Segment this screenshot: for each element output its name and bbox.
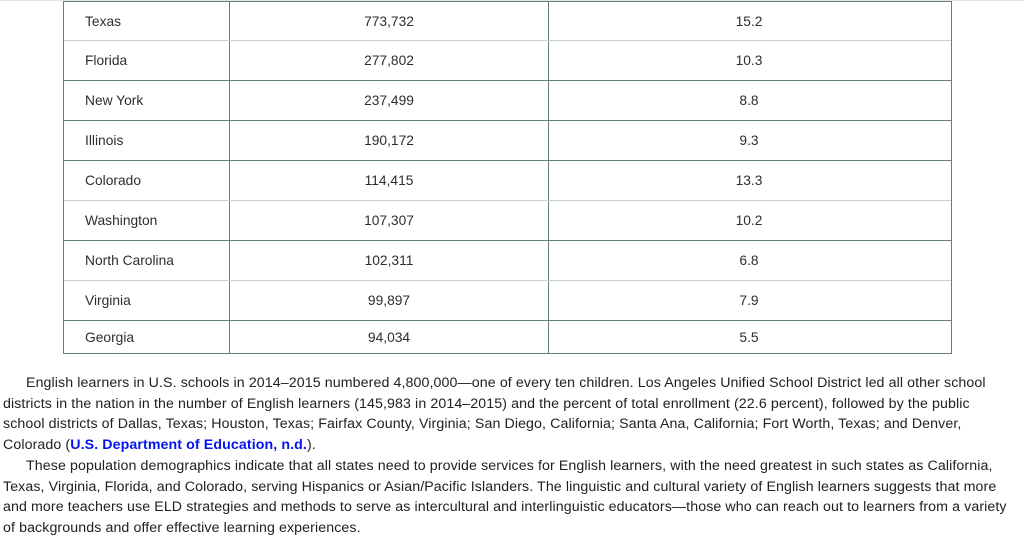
top-divider-line xyxy=(0,0,1024,1)
state-cell: Texas xyxy=(64,2,230,40)
table-row: North Carolina 102,311 6.8 xyxy=(64,241,951,281)
learner-count-cell: 190,172 xyxy=(230,121,549,160)
learner-count-cell: 99,897 xyxy=(230,281,549,320)
percent-cell: 6.8 xyxy=(739,253,759,268)
paragraph-population-demographics: These population demographics indicate t… xyxy=(3,456,1007,537)
state-cell: Virginia xyxy=(64,281,230,320)
table-row: Georgia 94,034 5.5 xyxy=(64,321,951,353)
percent-cell: 10.3 xyxy=(735,53,763,68)
state-cell: Florida xyxy=(64,41,230,80)
learner-count-cell: 114,415 xyxy=(230,161,549,200)
percent-cell: 7.9 xyxy=(739,293,759,308)
table-row: Texas 773,732 15.2 xyxy=(64,2,951,41)
paragraph-text: ). xyxy=(306,437,316,454)
percent-cell: 13.3 xyxy=(735,173,763,188)
learner-count-cell: 94,034 xyxy=(230,321,549,353)
percent-cell: 9.3 xyxy=(739,133,759,148)
learner-count-cell: 773,732 xyxy=(230,2,549,40)
percent-cell: 8.8 xyxy=(739,93,759,108)
percent-cell: 15.2 xyxy=(735,13,763,29)
table-row: Florida 277,802 10.3 xyxy=(64,41,951,81)
paragraph-english-learners: English learners in U.S. schools in 2014… xyxy=(3,373,1007,456)
percent-cell: 10.2 xyxy=(735,213,763,228)
learner-count-cell: 237,499 xyxy=(230,81,549,120)
citation-link[interactable]: U.S. Department of Education, n.d. xyxy=(70,437,307,454)
table-row: Colorado 114,415 13.3 xyxy=(64,161,951,201)
state-cell: Washington xyxy=(64,201,230,240)
state-cell: Colorado xyxy=(64,161,230,200)
state-cell: New York xyxy=(64,81,230,120)
table-row: Illinois 190,172 9.3 xyxy=(64,121,951,161)
state-cell: Illinois xyxy=(64,121,230,160)
learner-count-cell: 102,311 xyxy=(230,241,549,280)
body-text: English learners in U.S. schools in 2014… xyxy=(3,373,1007,537)
english-learners-table: Texas 773,732 15.2 Florida 277,802 10.3 … xyxy=(63,1,952,354)
state-cell: Georgia xyxy=(64,321,230,353)
percent-cell: 5.5 xyxy=(739,329,759,345)
table-row: Washington 107,307 10.2 xyxy=(64,201,951,241)
state-cell: North Carolina xyxy=(64,241,230,280)
paragraph-text: These population demographics indicate t… xyxy=(3,457,1007,536)
table-row: New York 237,499 8.8 xyxy=(64,81,951,121)
table-row: Virginia 99,897 7.9 xyxy=(64,281,951,321)
learner-count-cell: 107,307 xyxy=(230,201,549,240)
learner-count-cell: 277,802 xyxy=(230,41,549,80)
paragraph-text: English learners in U.S. schools in 2014… xyxy=(3,375,986,454)
